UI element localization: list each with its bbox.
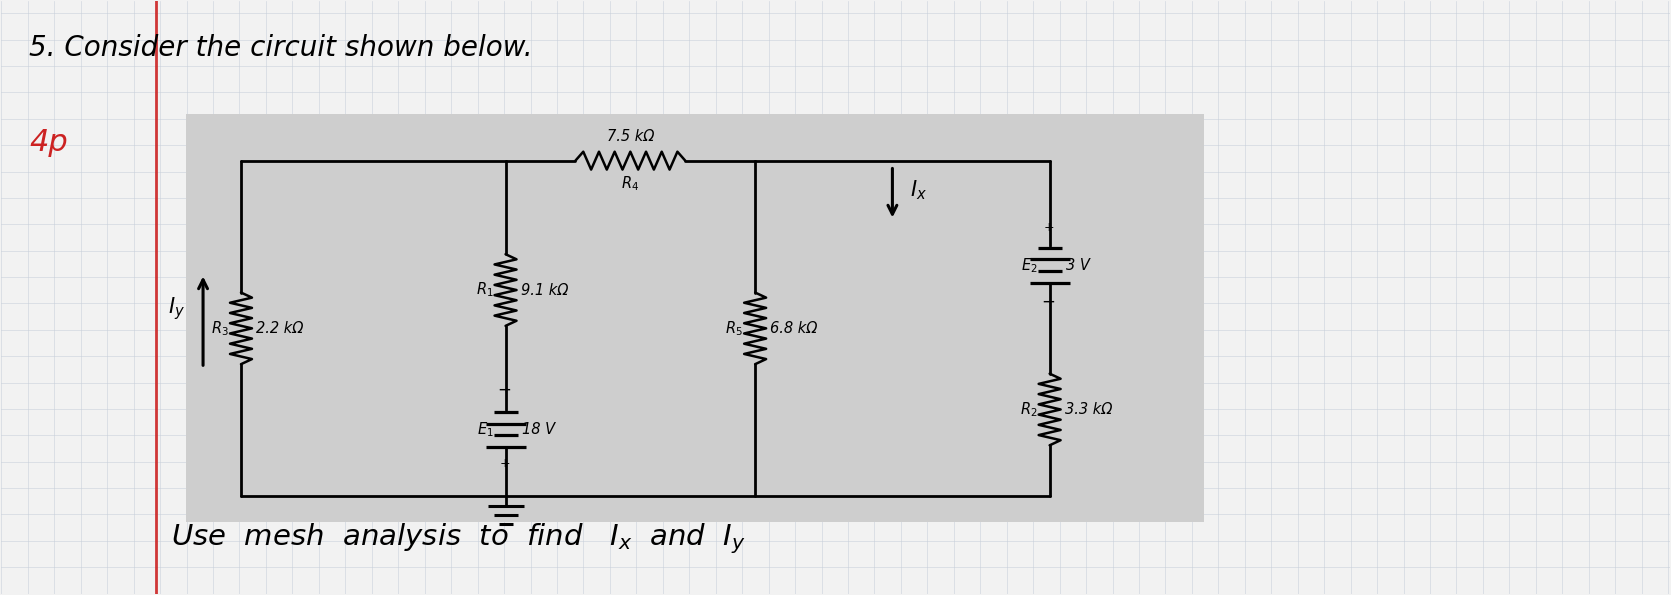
Text: 3.3 kΩ: 3.3 kΩ (1064, 402, 1111, 417)
Text: $\mathit{I_y}$: $\mathit{I_y}$ (169, 295, 185, 322)
Text: +: + (1043, 221, 1054, 234)
Text: $R_5$: $R_5$ (725, 319, 744, 338)
Text: +: + (500, 457, 510, 470)
Text: $R_3$: $R_3$ (211, 319, 229, 338)
Text: $R_1$: $R_1$ (476, 281, 493, 299)
Text: −: − (498, 381, 511, 399)
Text: 5. Consider the circuit shown below.: 5. Consider the circuit shown below. (30, 35, 533, 62)
Text: 6.8 kΩ: 6.8 kΩ (770, 321, 817, 336)
Bar (185, 114, 1205, 522)
Text: $\mathit{I_x}$: $\mathit{I_x}$ (911, 178, 927, 202)
Text: Use  mesh  analysis  to  find   $\mathit{I_x}$  and  $\mathit{I_y}$: Use mesh analysis to find $\mathit{I_x}$… (170, 521, 745, 556)
Text: 2.2 kΩ: 2.2 kΩ (256, 321, 304, 336)
Text: 7.5 kΩ: 7.5 kΩ (607, 129, 653, 144)
Text: $E_2$: $E_2$ (1021, 256, 1038, 274)
Text: $R_2$: $R_2$ (1019, 400, 1038, 419)
Text: 18 V: 18 V (521, 422, 555, 437)
Text: 3 V: 3 V (1066, 258, 1089, 273)
Text: $R_4$: $R_4$ (622, 174, 640, 193)
Text: −: − (1041, 293, 1056, 311)
Text: $E_1$: $E_1$ (476, 420, 493, 439)
Text: 9.1 kΩ: 9.1 kΩ (521, 283, 568, 298)
Text: 4p: 4p (30, 128, 69, 157)
